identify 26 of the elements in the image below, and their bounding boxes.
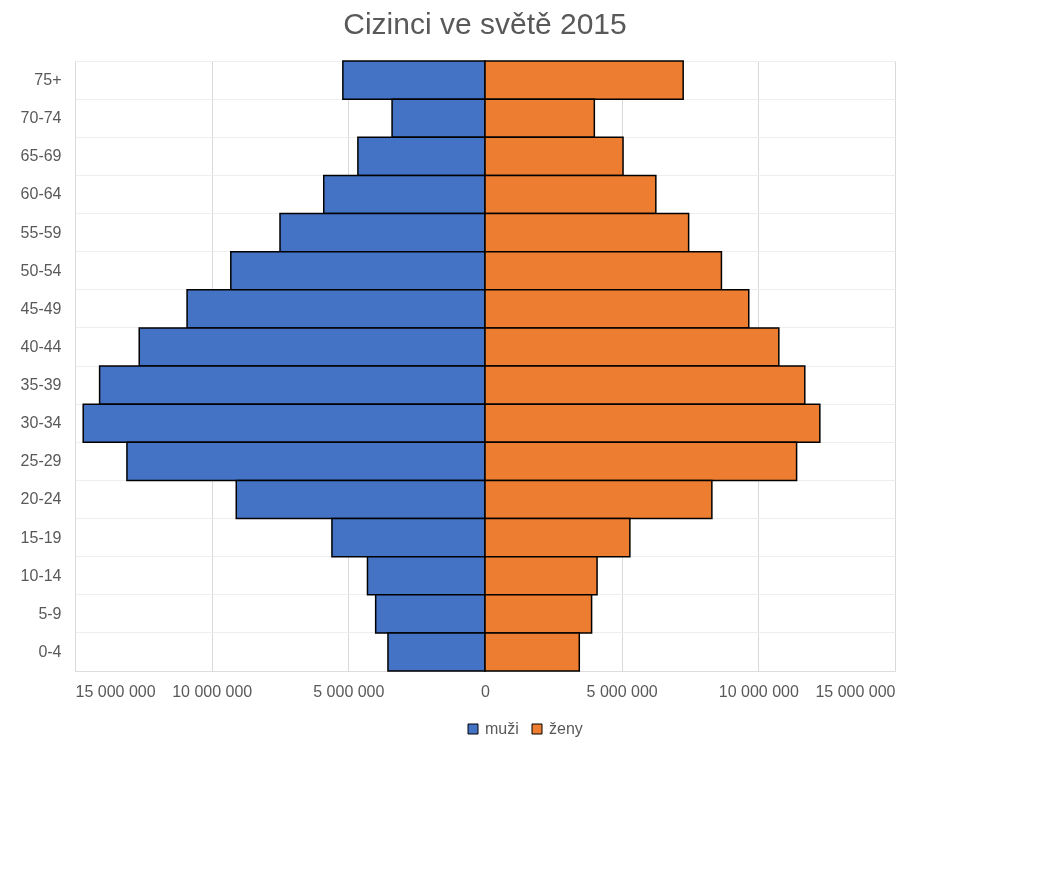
y-tick-label: 0-4	[38, 642, 62, 660]
x-tick-label: 10 000 000	[172, 682, 253, 700]
x-tick-label: 15 000 000	[815, 682, 896, 700]
y-tick-label: 75+	[34, 71, 62, 89]
y-tick-label: 35-39	[20, 376, 62, 394]
legend-label: muži	[485, 720, 519, 737]
y-tick-label: 50-54	[20, 261, 62, 279]
y-tick-label: 60-64	[20, 185, 62, 203]
legend-label: ženy	[549, 720, 583, 737]
y-tick-label: 65-69	[20, 147, 62, 165]
y-tick-label: 40-44	[20, 337, 62, 355]
y-tick-label: 45-49	[20, 299, 62, 317]
y-tick-label: 70-74	[20, 109, 62, 127]
chart-title: Cizinci ve světě 2015	[343, 7, 627, 41]
y-tick-label: 20-24	[20, 490, 62, 508]
x-tick-label: 0	[481, 682, 491, 700]
y-tick-label: 30-34	[20, 414, 62, 432]
x-tick-label: 15 000 000	[75, 682, 156, 700]
y-tick-label: 5-9	[38, 604, 62, 622]
x-tick-label: 5 000 000	[586, 682, 658, 700]
y-tick-label: 25-29	[20, 452, 62, 470]
y-tick-label: 55-59	[20, 223, 62, 241]
x-tick-label: 10 000 000	[718, 682, 799, 700]
y-tick-label: 15-19	[20, 528, 62, 546]
x-tick-label: 5 000 000	[313, 682, 385, 700]
y-tick-label: 10-14	[20, 566, 62, 584]
